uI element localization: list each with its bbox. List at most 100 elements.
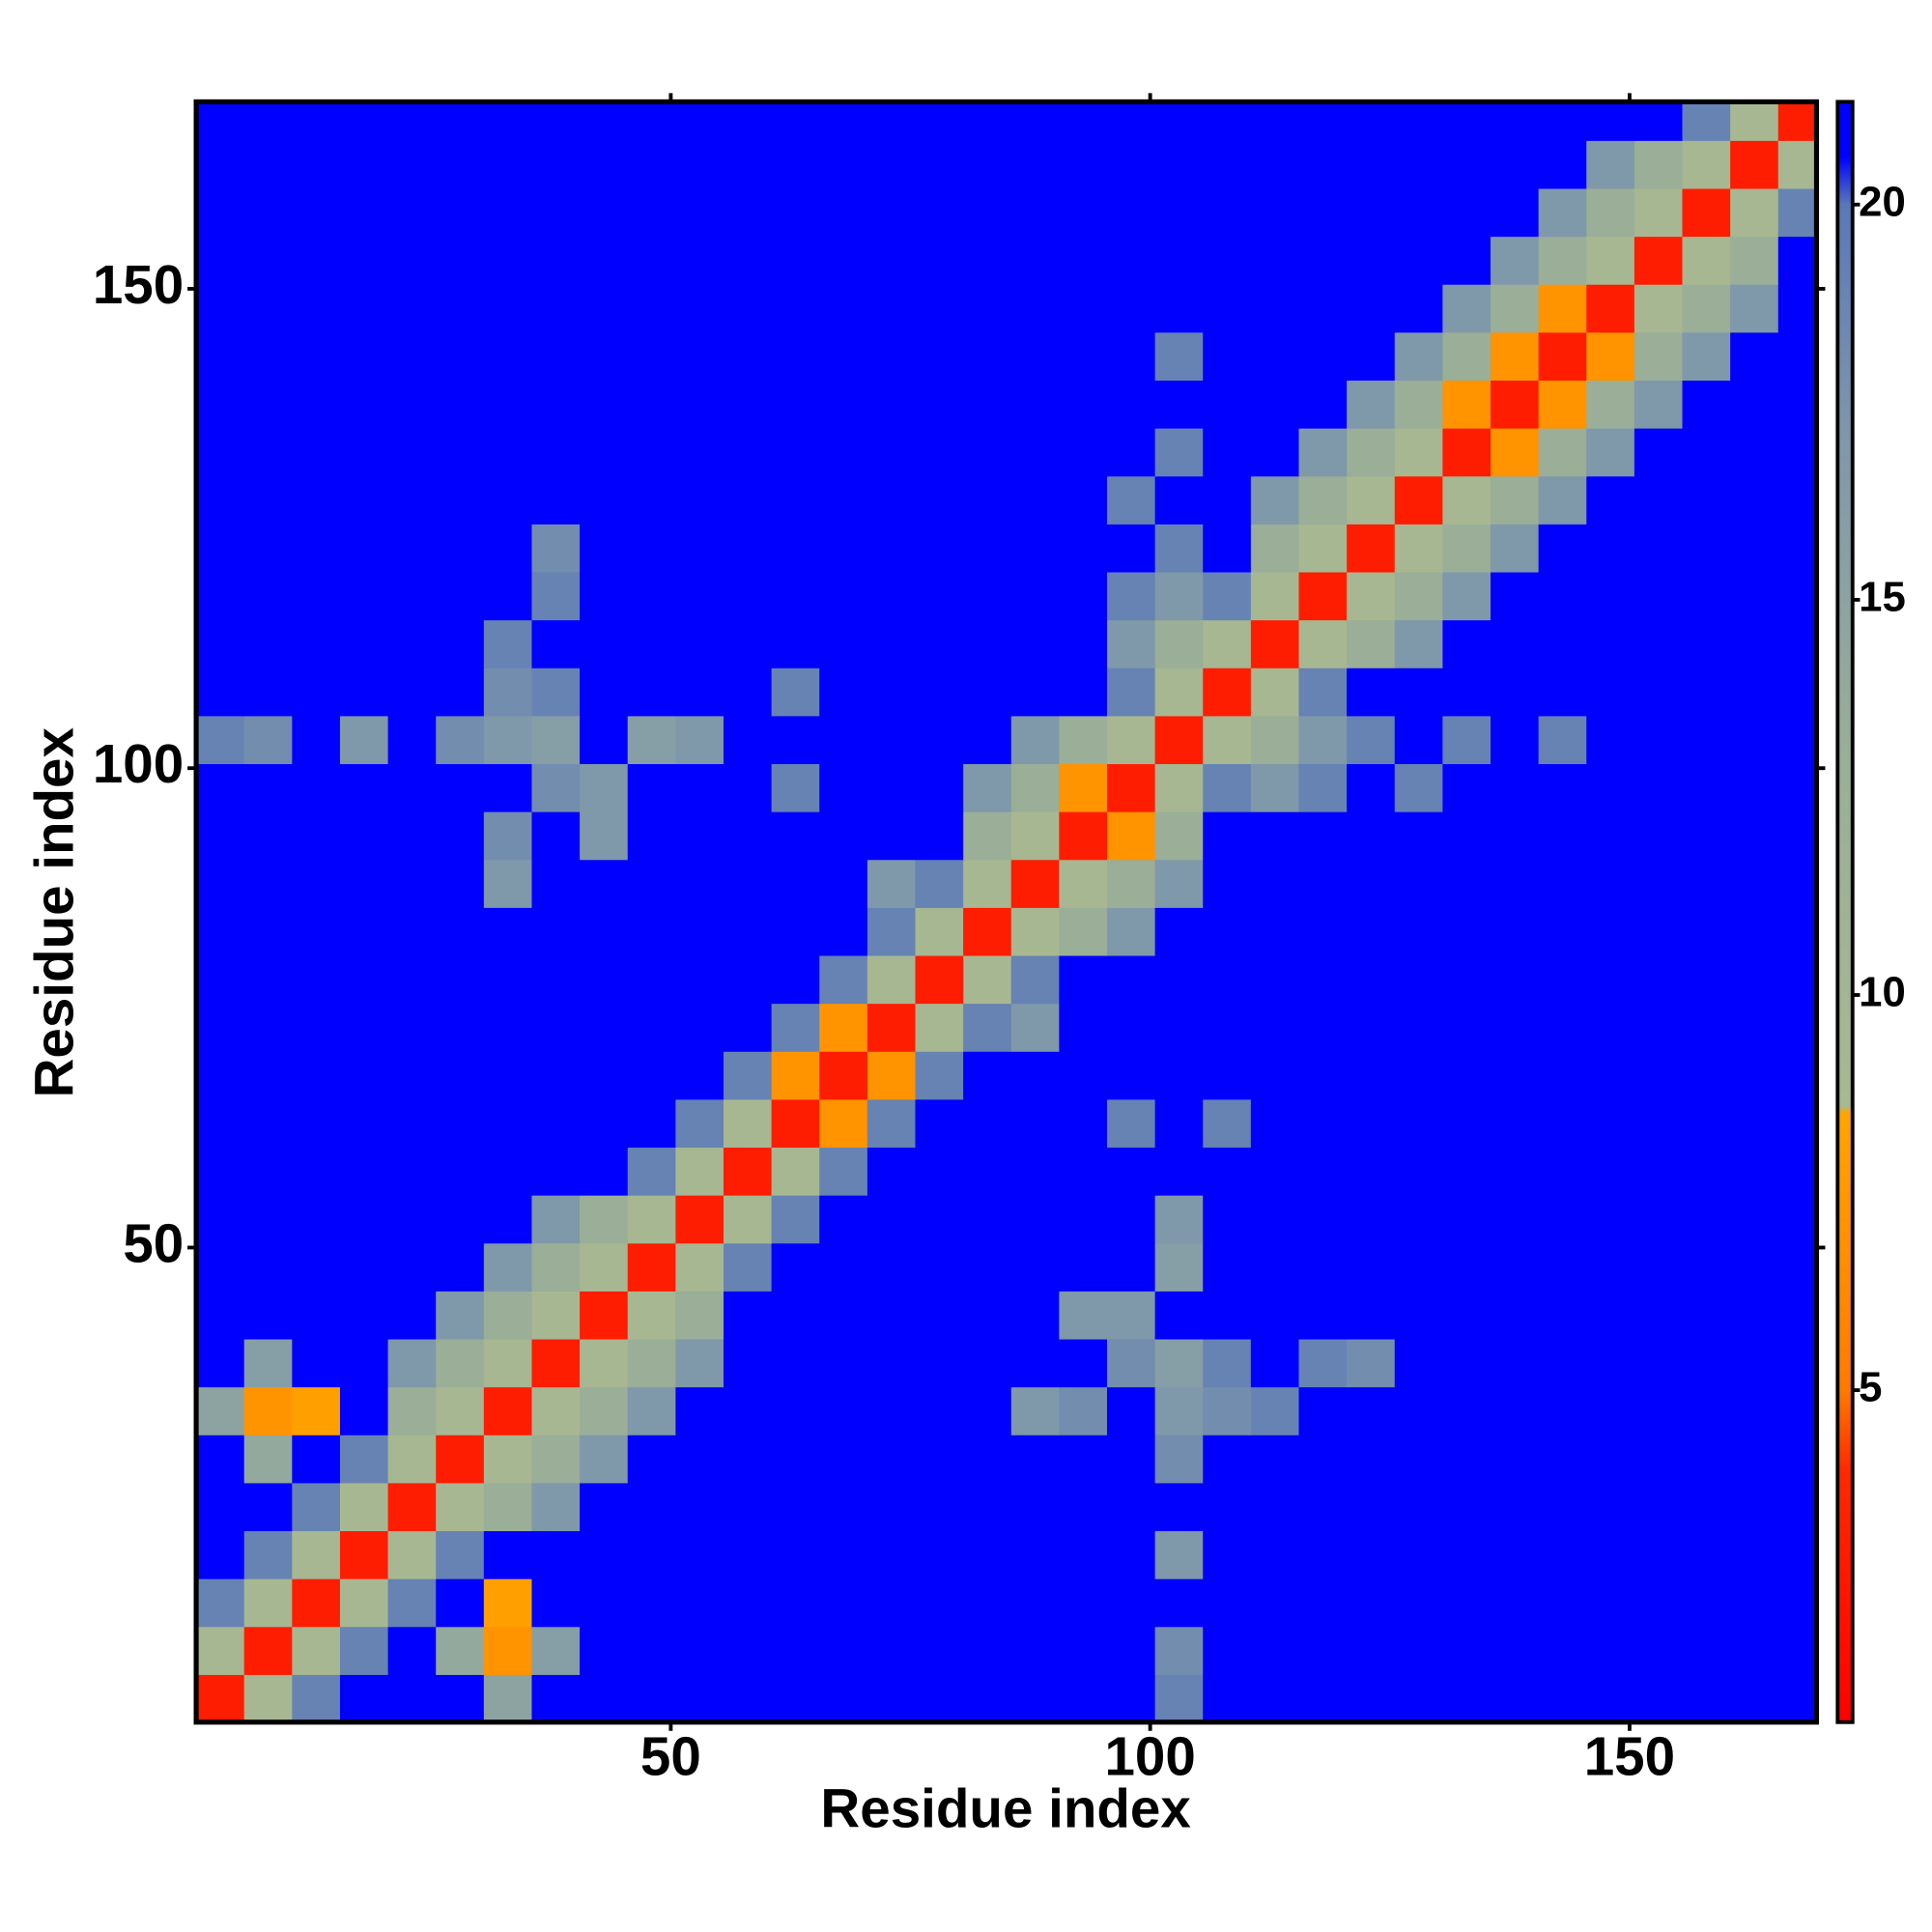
heatmap-cell [1059,1435,1108,1484]
heatmap-cell [867,1098,917,1149]
heatmap-cell [436,101,485,141]
heatmap-cell [1154,1291,1205,1340]
heatmap-cell [1154,859,1205,908]
heatmap-cell [1250,1194,1300,1244]
heatmap-cell [867,859,917,908]
heatmap-cell [867,1147,917,1196]
heatmap-cell [1586,667,1635,717]
heatmap-cell [243,954,294,1005]
heatmap-cell [963,1435,1012,1484]
heatmap-cell [339,1386,389,1435]
heatmap-cell [1010,101,1061,141]
heatmap-cell [1059,1003,1108,1052]
heatmap-cell [675,859,724,908]
heatmap-cell [1154,283,1205,333]
heatmap-cell [483,763,533,812]
heatmap-cell [1059,524,1108,573]
heatmap-cell [627,524,677,573]
heatmap-cell [1203,331,1252,382]
heatmap-cell [1442,427,1492,477]
heatmap-cell [963,1194,1012,1244]
heatmap-cell [1634,715,1684,765]
heatmap-cell [1203,619,1252,668]
heatmap-cell [387,1626,437,1675]
heatmap-cell [483,1194,533,1244]
heatmap-cell [1347,1003,1396,1052]
heatmap-cell [339,236,389,285]
heatmap-cell [1442,140,1492,189]
heatmap-cell [1154,331,1205,382]
heatmap-cell [196,1194,245,1244]
heatmap-cell [1347,1386,1396,1435]
heatmap-cell [483,715,533,765]
heatmap-cell [771,140,821,189]
heatmap-cell [867,427,917,477]
heatmap-cell [1010,1482,1061,1532]
heatmap-cell [339,1577,389,1628]
heatmap-cell [1010,283,1061,333]
heatmap-cell [1106,1386,1156,1435]
heatmap-cell [675,1386,724,1435]
heatmap-cell [675,187,724,238]
heatmap-cell [1106,1242,1156,1292]
heatmap-cell [387,187,437,238]
heatmap-cell [1298,380,1348,429]
heatmap-cell [1586,859,1635,908]
heatmap-cell [1777,1338,1818,1388]
heatmap-cell [1730,524,1779,573]
heatmap-cell [387,140,437,189]
heatmap-cell [1010,954,1061,1005]
heatmap-cell [1203,1530,1252,1579]
heatmap-cell [771,380,821,429]
heatmap-cell [483,524,533,573]
heatmap-cell [1586,283,1635,333]
heatmap-cell [1106,907,1156,956]
heatmap-cell [1010,1147,1061,1196]
heatmap-cell [387,1242,437,1292]
heatmap-cell [1730,1338,1779,1388]
heatmap-cell [1059,1338,1108,1388]
heatmap-cell [1347,331,1396,382]
heatmap-cell [1634,1386,1684,1435]
heatmap-cell [963,1147,1012,1196]
heatmap-cell [915,475,964,525]
heatmap-cell [531,1435,581,1484]
heatmap-cell [292,1577,341,1628]
heatmap-cell [1682,619,1731,668]
heatmap-cell [723,1242,773,1292]
heatmap-cell [339,1338,389,1388]
heatmap-cell [1203,859,1252,908]
heatmap-cell [1347,1051,1396,1100]
heatmap-cell [1538,187,1588,238]
heatmap-cell [1538,1291,1588,1340]
heatmap-cell [1154,236,1205,285]
heatmap-cell [243,1098,294,1149]
heatmap-cell [387,1435,437,1484]
heatmap-cell [196,859,245,908]
heatmap-cell [1347,187,1396,238]
heatmap-cell [1154,1242,1205,1292]
heatmap-cell [1154,1051,1205,1100]
heatmap-cell [1010,1338,1061,1388]
heatmap-cell [292,763,341,812]
heatmap-cell [1010,331,1061,382]
heatmap-cell [339,1242,389,1292]
heatmap-cell [1586,331,1635,382]
heatmap-cell [483,954,533,1005]
heatmap-cell [723,810,773,861]
heatmap-cell [1730,1098,1779,1149]
heatmap-cell [1203,101,1252,141]
heatmap-cell [436,1577,485,1628]
heatmap-cell [339,1051,389,1100]
heatmap-cell [387,667,437,717]
heatmap-cell [1106,1338,1156,1388]
heatmap-cell [1538,1147,1588,1196]
heatmap-cell [1394,907,1444,956]
heatmap-cell [1106,1147,1156,1196]
heatmap-cell [771,1577,821,1628]
heatmap-cell [243,1194,294,1244]
heatmap-cell [292,1674,341,1723]
heatmap-cell [723,1338,773,1388]
heatmap-cell [1010,1577,1061,1628]
heatmap-cell [1777,187,1818,238]
